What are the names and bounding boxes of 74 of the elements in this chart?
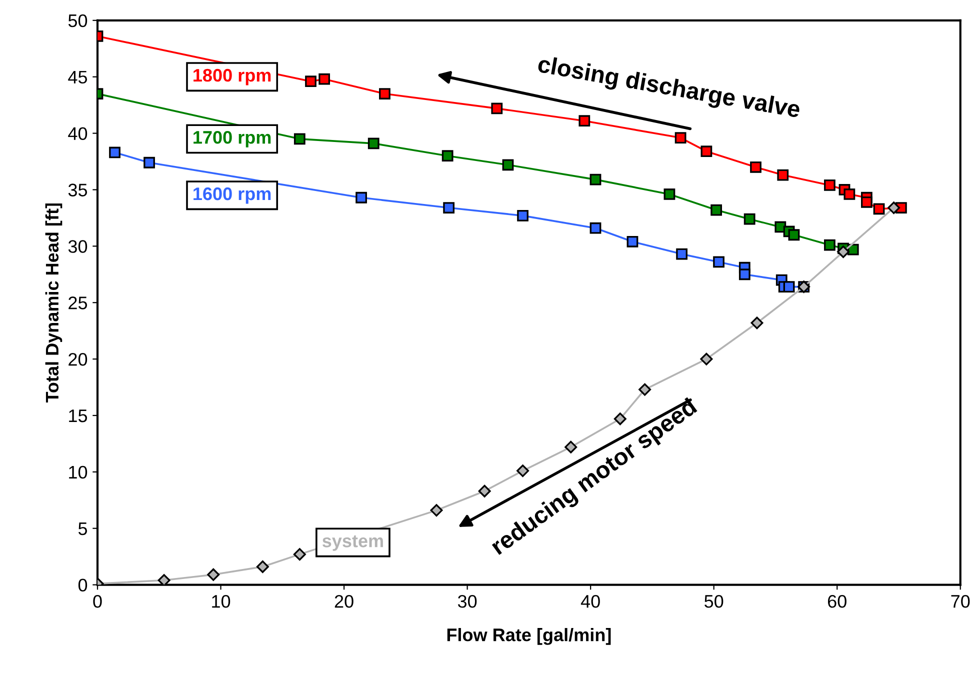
point	[517, 210, 528, 222]
x-tick-label: 10	[212, 595, 230, 608]
point	[614, 412, 626, 426]
point	[844, 188, 856, 200]
point	[442, 150, 454, 162]
point	[626, 236, 638, 248]
annotation: closing discharge valve	[536, 54, 802, 123]
point	[700, 352, 713, 366]
y-tick-label: 10	[69, 466, 88, 479]
y-tick-label: 40	[68, 127, 88, 140]
series-label: 1800 rpm	[194, 68, 271, 86]
point	[305, 76, 316, 88]
point	[777, 169, 789, 181]
point	[379, 88, 390, 100]
point	[738, 268, 750, 280]
series-label: 1600 rpm	[194, 187, 271, 204]
point	[256, 560, 269, 573]
point	[713, 256, 724, 268]
point	[578, 115, 590, 127]
x-tick-label: 40	[580, 595, 600, 608]
point	[824, 180, 836, 191]
point	[590, 174, 602, 186]
point	[368, 138, 380, 150]
x-tick-label: 50	[704, 595, 724, 608]
point	[676, 248, 688, 260]
point	[294, 133, 306, 145]
y-tick-label: 15	[69, 410, 88, 422]
point	[837, 246, 850, 258]
point	[664, 188, 676, 200]
point	[783, 281, 795, 292]
point	[491, 102, 503, 114]
x-tick-label: 70	[951, 595, 970, 608]
y-axis-title: Total Dynamic Head [ft]	[45, 203, 62, 403]
point	[144, 156, 155, 168]
point	[744, 213, 756, 225]
y-tick-label: 35	[68, 184, 88, 196]
point	[873, 203, 885, 215]
point	[590, 222, 602, 234]
point	[750, 161, 762, 173]
y-tick-label: 30	[68, 240, 88, 253]
point	[564, 440, 578, 454]
series-label: 1700 rpm	[194, 130, 271, 148]
point	[860, 196, 872, 208]
point	[700, 146, 712, 158]
point	[516, 464, 530, 478]
x-tick-label: 0	[93, 595, 102, 608]
point	[109, 146, 120, 158]
point	[207, 568, 220, 581]
point	[293, 548, 306, 561]
x-tick-label: 60	[828, 595, 846, 608]
y-tick-label: 20	[68, 352, 88, 366]
point	[318, 73, 330, 85]
x-tick-label: 30	[458, 595, 477, 608]
point	[674, 132, 686, 144]
y-tick-label: 50	[68, 14, 88, 28]
point	[710, 204, 722, 216]
y-tick-label: 0	[78, 578, 88, 592]
point	[638, 383, 652, 396]
point	[502, 159, 514, 171]
point	[478, 484, 491, 498]
series-label: system	[322, 535, 383, 551]
point	[824, 239, 836, 251]
point	[788, 229, 800, 241]
point	[430, 504, 443, 517]
point	[158, 574, 170, 585]
y-tick-label: 45	[68, 70, 88, 84]
y-tick-label: 5	[78, 522, 88, 536]
point	[443, 202, 455, 214]
y-tick-label: 25	[68, 296, 88, 310]
point	[356, 192, 367, 204]
point	[888, 202, 900, 214]
x-axis-title: Flow Rate [gal/min]	[447, 628, 611, 645]
point	[750, 316, 764, 330]
x-tick-label: 20	[334, 595, 354, 608]
